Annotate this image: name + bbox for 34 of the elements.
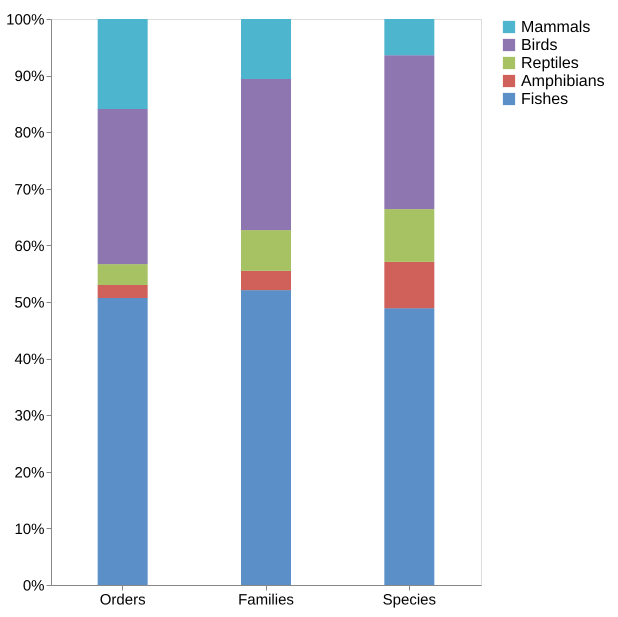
- legend-label: Reptiles: [521, 55, 579, 72]
- bar: [384, 19, 434, 56]
- y-tick-label: 70%: [14, 181, 44, 198]
- bar: [384, 55, 434, 210]
- y-tick-label: 40%: [14, 351, 44, 368]
- y-tick-label: 100%: [6, 12, 44, 28]
- y-tick-label: 50%: [14, 294, 44, 312]
- y-tick-label: 0%: [22, 578, 44, 594]
- legend-label: Amphibians: [521, 73, 605, 90]
- x-tick-label: Species: [382, 592, 436, 608]
- bar: [98, 108, 148, 264]
- bar: [384, 308, 434, 585]
- legend-label: Fishes: [521, 91, 568, 108]
- y-tick-label: 60%: [14, 238, 44, 255]
- y-tick-label: 10%: [14, 520, 44, 538]
- bar: [241, 230, 291, 271]
- legend-label: Birds: [521, 37, 558, 54]
- bar: [241, 270, 291, 290]
- x-tick-label: Orders: [100, 592, 146, 608]
- y-tick-label: 90%: [14, 68, 44, 86]
- y-tick-label: 30%: [14, 408, 44, 425]
- y-tick-label: 20%: [14, 464, 44, 482]
- bar: [384, 209, 434, 262]
- bar: [98, 19, 148, 109]
- x-tick-label: Families: [238, 592, 294, 608]
- bar: [241, 19, 291, 79]
- y-tick-label: 80%: [14, 124, 44, 142]
- bar: [98, 264, 148, 286]
- bar: [98, 285, 148, 298]
- bar: [384, 262, 434, 308]
- legend-label: Mammals: [521, 19, 590, 36]
- bar: [241, 78, 291, 230]
- bar: [98, 298, 148, 585]
- bar: [241, 290, 291, 585]
